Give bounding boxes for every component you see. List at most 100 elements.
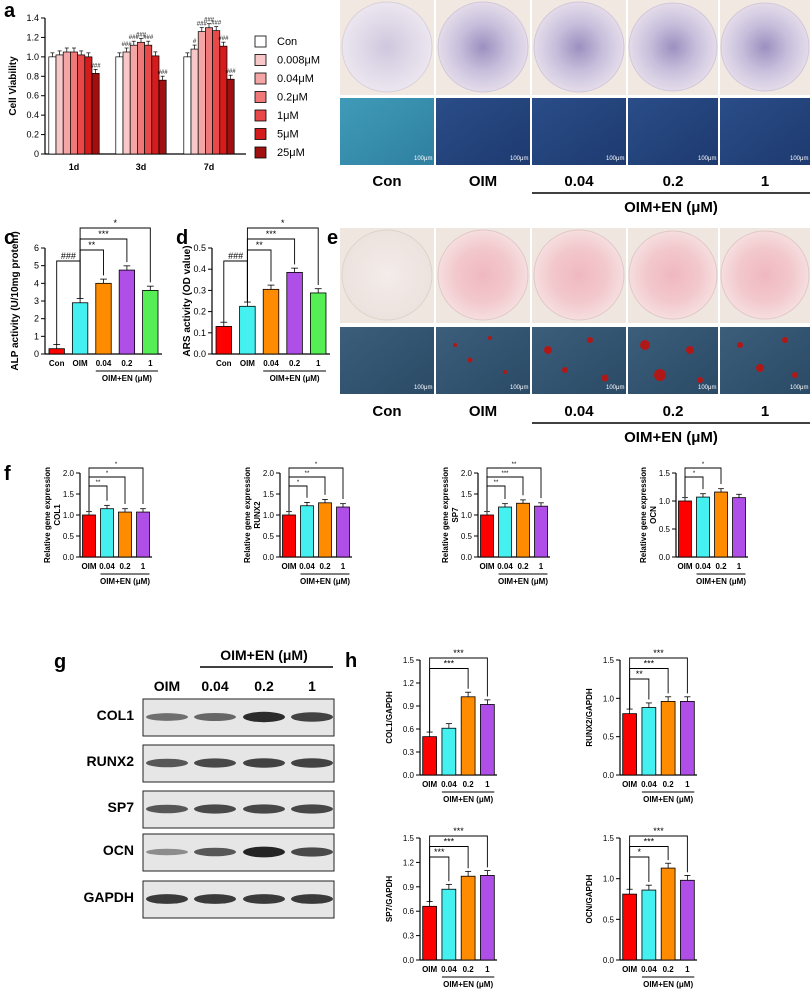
- y-tick-label: 0: [34, 349, 39, 359]
- image-panel-e: 100μm 100μm 100μm 100μm 100μm Con OIM 0.…: [340, 228, 810, 446]
- dish-con: [341, 229, 433, 321]
- y-tick-label: 0: [34, 149, 39, 159]
- chart-f4: 0.0 0.5 1.0 1.5 Relative gene expression OCN O…: [639, 462, 748, 586]
- sig-bracket: [88, 467, 144, 511]
- y-tick-label: 2.0: [461, 469, 473, 478]
- micrograph-con: [340, 327, 434, 394]
- sig-label: ***: [98, 229, 109, 239]
- wb-band: [243, 711, 285, 723]
- bar: [480, 875, 495, 961]
- sig-label: **: [96, 480, 101, 486]
- y-tick-label: 0.5: [63, 532, 75, 541]
- panel-label-h: h: [345, 650, 357, 672]
- wb-band: [146, 894, 188, 904]
- b-label-con: Con: [372, 173, 401, 190]
- sig-label: **: [494, 480, 499, 486]
- wb-lane-1: 1: [308, 678, 316, 694]
- bar: [622, 713, 637, 776]
- group-label: OIM+EN (μM): [696, 577, 746, 586]
- wb-lane-oim: OIM: [154, 678, 180, 694]
- y-tick-label: 2.0: [63, 469, 75, 478]
- bar: [48, 348, 65, 355]
- sig-label: ###: [204, 18, 215, 24]
- wb-band: [194, 847, 236, 857]
- wb-band: [194, 758, 236, 768]
- x-tick-label: 0.2: [463, 965, 475, 974]
- bar: [77, 54, 86, 155]
- x-tick-label: OIM: [622, 965, 637, 974]
- bar: [534, 505, 548, 558]
- e-label-02: 0.2: [663, 403, 684, 420]
- wb-row-label: COL1: [97, 707, 135, 723]
- bar: [95, 282, 112, 355]
- sig-label: ***: [644, 659, 655, 669]
- micrograph-004: [532, 98, 626, 165]
- x-tick-label: 0.04: [99, 562, 115, 571]
- y-tick-label: 0.5: [193, 243, 206, 253]
- bar: [144, 44, 153, 155]
- bar: [282, 514, 296, 558]
- sig-label: **: [512, 462, 517, 468]
- y-tick-label: 1.2: [26, 32, 39, 42]
- bar: [441, 888, 457, 961]
- wb-band: [194, 894, 236, 904]
- wb-lane-004: 0.04: [201, 678, 228, 694]
- e-label-004: 0.04: [564, 403, 594, 420]
- x-tick-label: 1: [737, 562, 742, 571]
- y-tick-label: 0.3: [403, 748, 415, 757]
- y-axis-label: SP7: [451, 507, 460, 523]
- scale-bar-label: 100μm: [606, 385, 624, 391]
- x-tick-label: 0.04: [641, 780, 657, 789]
- wb-band: [291, 804, 333, 814]
- panel-label-d: d: [176, 227, 188, 249]
- bar: [300, 505, 314, 558]
- y-tick-label: 0.0: [603, 956, 615, 965]
- x-tick-label: 0.04: [263, 359, 279, 368]
- x-tick-label: 1: [485, 965, 490, 974]
- bar: [115, 56, 124, 155]
- sig-label: *: [693, 471, 696, 477]
- x-tick-label: OIM: [81, 562, 96, 571]
- bar: [71, 302, 89, 355]
- bar: [732, 497, 746, 558]
- bar: [137, 41, 145, 155]
- group-label: OIM+EN (μM): [270, 374, 320, 383]
- dish-004: [533, 1, 625, 93]
- sig-label: ###: [226, 69, 237, 75]
- bar: [197, 31, 206, 155]
- y-tick-label: 1.0: [461, 511, 473, 520]
- panel-label-g: g: [54, 651, 66, 673]
- dish-1: [720, 230, 810, 320]
- micrograph-1: [720, 98, 810, 165]
- legend-label: 0.008μM: [277, 55, 320, 67]
- x-tick-label: Con: [49, 359, 65, 368]
- sig-label: *: [115, 462, 118, 468]
- y-axis-label: Cell Viability: [8, 56, 19, 116]
- bar: [696, 496, 710, 558]
- wb-band: [146, 758, 188, 768]
- micrograph-02: [628, 98, 718, 165]
- sig-label: *: [297, 480, 300, 486]
- wb-band: [194, 713, 236, 721]
- y-axis-label: OCN: [649, 506, 658, 524]
- sig-label: ###: [91, 63, 102, 69]
- bar: [622, 893, 637, 961]
- western-blot-g: OIM+EN (μM) OIM 0.04 0.2 1 COL1 RUNX2 SP7 O…: [83, 647, 335, 919]
- wb-band: [146, 804, 188, 814]
- panel-label-e: e: [327, 227, 338, 249]
- b-group-label: OIM+EN (μM): [624, 199, 718, 216]
- x-tick-label: 1: [341, 562, 346, 571]
- b-label-1: 1: [761, 173, 769, 190]
- scale-bar-label: 100μm: [790, 385, 808, 391]
- bar: [70, 51, 78, 155]
- x-tick-label: OIM: [479, 562, 494, 571]
- y-tick-label: 0.6: [403, 725, 415, 734]
- wb-band: [291, 758, 333, 768]
- sig-bracket: [288, 467, 344, 511]
- x-tick-label: 0.2: [663, 965, 675, 974]
- scale-bar-label: 100μm: [414, 385, 432, 391]
- wb-row-label: OCN: [103, 842, 134, 858]
- y-tick-label: 0.0: [263, 553, 275, 562]
- y-tick-label: 0.0: [603, 771, 615, 780]
